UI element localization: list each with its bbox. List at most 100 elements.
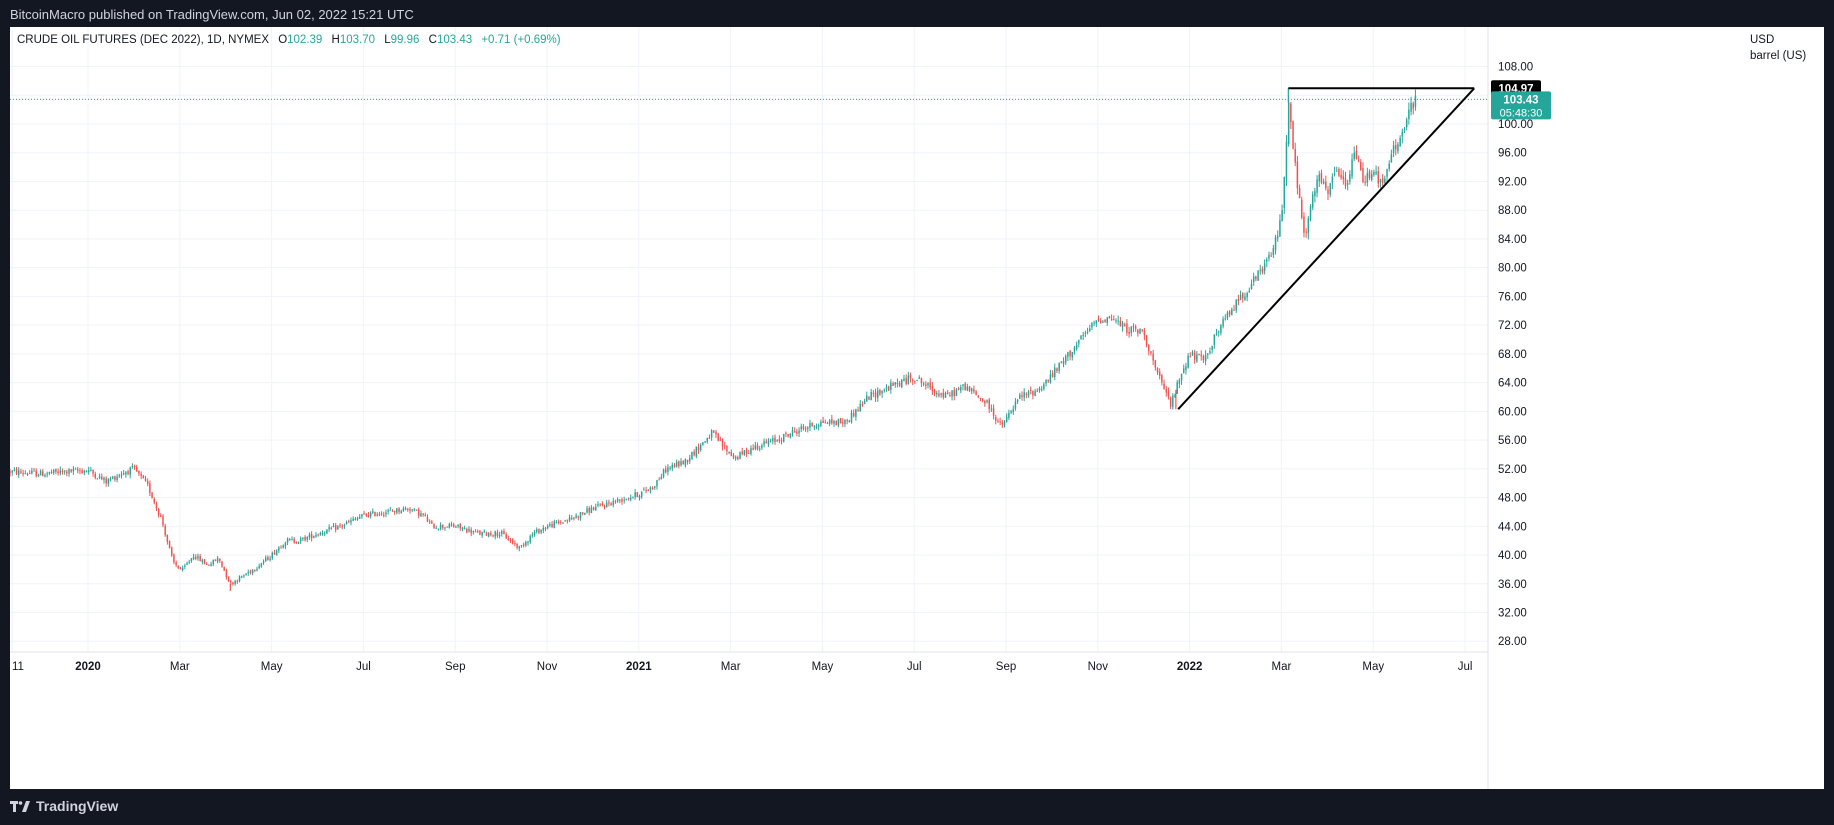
candle-body <box>402 508 405 512</box>
candle-body <box>81 470 83 474</box>
candle-body <box>46 473 48 475</box>
x-tick-label: 2022 <box>1177 661 1203 673</box>
candle-body <box>404 508 407 510</box>
candle-body <box>780 440 783 442</box>
candle-body <box>337 526 339 530</box>
candle-body <box>1187 355 1189 368</box>
candle-body <box>870 391 872 401</box>
x-tick-label: 11 <box>12 661 24 673</box>
candle-body <box>1209 351 1211 353</box>
candle-body <box>1397 144 1399 152</box>
candle-body <box>619 499 621 501</box>
candle-body <box>20 471 22 473</box>
candle-body <box>422 513 424 515</box>
candle-body <box>1080 335 1082 340</box>
candle-body <box>752 448 754 450</box>
candle-body <box>372 511 374 513</box>
candle-body <box>817 425 820 427</box>
candle-body <box>415 509 418 511</box>
candle-body <box>1193 352 1196 360</box>
candle-body <box>573 517 575 519</box>
candle-body <box>1237 299 1240 302</box>
candle-body <box>236 580 239 582</box>
candle-body <box>1305 231 1307 233</box>
candle-body <box>1069 350 1071 357</box>
candle-body <box>83 470 86 473</box>
x-tick-label: Mar <box>721 661 741 673</box>
candle-body <box>796 431 798 434</box>
candle-body <box>77 469 79 471</box>
candle-body <box>693 451 695 456</box>
candle-body <box>680 461 682 466</box>
candle-body <box>579 512 582 518</box>
candle-body <box>461 528 464 530</box>
candle-body <box>1252 276 1255 283</box>
chart-area[interactable]: 28.00 32.00 36.00 40.00 44.00 48.00 52.00 56.00… <box>10 27 1824 789</box>
candle-body <box>1377 171 1380 184</box>
candle-body <box>568 517 571 521</box>
candle-body <box>1078 340 1080 344</box>
candle-body <box>1368 171 1371 179</box>
candle-body <box>518 546 521 549</box>
candle-body <box>1119 320 1122 327</box>
candle-body <box>17 470 20 475</box>
y-tick-label: 92.00 <box>1498 176 1527 188</box>
candle-body <box>376 514 378 516</box>
y-tick-label: 28.00 <box>1498 636 1527 648</box>
candle-body <box>1259 269 1261 271</box>
candle-body <box>791 430 794 434</box>
candle-body <box>35 470 37 477</box>
symbol-legend[interactable]: CRUDE OIL FUTURES (DEC 2022), 1D, NYMEX … <box>17 34 561 46</box>
candle-body <box>531 534 534 536</box>
candle-body <box>498 534 501 537</box>
candle-body <box>474 531 477 533</box>
tradingview-logo-icon <box>10 801 30 812</box>
candle-body <box>389 509 392 511</box>
candle-body <box>201 559 204 563</box>
candle-body <box>964 383 966 391</box>
candle-body <box>995 417 997 421</box>
candle-body <box>1148 345 1150 351</box>
candle-body <box>374 511 376 517</box>
candle-body <box>649 487 652 491</box>
candle-body <box>638 495 641 498</box>
candle-body <box>129 467 131 475</box>
candle-body <box>1224 318 1227 320</box>
y-tick-label: 44.00 <box>1498 521 1527 533</box>
candle-body <box>800 426 802 430</box>
tradingview-brand[interactable]: TradingView <box>10 798 118 814</box>
candle-body <box>1386 168 1388 177</box>
candle-body <box>295 542 298 544</box>
candle-body <box>748 452 750 454</box>
symbol-name[interactable]: CRUDE OIL FUTURES (DEC 2022), 1D, NYMEX <box>17 34 269 46</box>
candle-body <box>625 498 628 500</box>
candle-body <box>1384 178 1386 183</box>
candle-body <box>243 575 245 577</box>
candle-body <box>310 533 313 539</box>
candle-body <box>424 514 427 517</box>
candle-body <box>452 524 455 527</box>
candle-body <box>175 562 177 566</box>
candle-body <box>717 433 719 441</box>
candle-body <box>1370 174 1373 180</box>
candle-body <box>173 554 175 563</box>
candle-body <box>1191 351 1194 356</box>
price-chart[interactable]: 28.00 32.00 36.00 40.00 44.00 48.00 52.00 56.00… <box>10 27 1824 789</box>
candle-body <box>1287 102 1290 145</box>
x-tick-label: Nov <box>537 661 558 673</box>
candle-body <box>761 445 763 448</box>
candle-body <box>525 541 527 546</box>
candle-body <box>299 538 302 542</box>
x-tick-label: Mar <box>1272 661 1292 673</box>
y-tick-label: 40.00 <box>1498 550 1527 562</box>
candle-body <box>787 434 789 437</box>
candle-body <box>1327 189 1329 194</box>
candle-body <box>125 472 127 475</box>
candle-body <box>1285 141 1288 180</box>
candle-body <box>205 563 208 565</box>
candle-body <box>1064 355 1067 363</box>
candle-body <box>234 580 236 585</box>
candle-body <box>605 502 608 508</box>
candle-body <box>1379 179 1382 183</box>
candle-body <box>304 536 306 541</box>
